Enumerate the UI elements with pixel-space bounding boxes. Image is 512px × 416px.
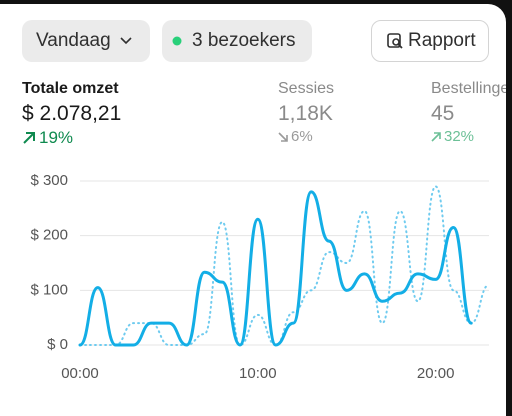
- analytics-card: Vandaag 3 bezoekers Rapport Totale omzet…: [0, 4, 506, 416]
- x-tick-label: 10:00: [239, 365, 277, 382]
- metric-value: $ 2.078,21: [22, 102, 122, 125]
- chart: $ 0 $ 100 $ 200 $ 300 00:00 10:00 20:00: [30, 172, 490, 382]
- x-tick-label: 00:00: [61, 365, 99, 382]
- metric-value: 1,18K: [278, 102, 333, 125]
- up-arrow-icon: [23, 132, 35, 144]
- visitors-label: 3 bezoekers: [192, 30, 296, 51]
- metric-revenue[interactable]: Totale omzet $ 2.078,21 19%: [22, 80, 121, 148]
- visitors-button[interactable]: 3 bezoekers: [162, 20, 312, 62]
- date-filter-button[interactable]: Vandaag: [22, 20, 150, 62]
- series-line: [78, 190, 473, 347]
- metric-change: 6%: [291, 128, 313, 145]
- y-tick-label: $ 0: [47, 336, 68, 353]
- up-arrow-icon: [431, 131, 441, 142]
- chevron-icon: [120, 37, 132, 45]
- metric-label: Totale omzet: [22, 80, 119, 97]
- metric-orders[interactable]: Bestellingen 45 32%: [431, 80, 506, 145]
- metric-value: 45: [431, 102, 455, 125]
- y-tick-label: $ 300: [30, 172, 68, 189]
- report-label: Rapport: [408, 30, 476, 51]
- report-button[interactable]: Rapport: [371, 20, 489, 62]
- down-arrow-icon: [278, 131, 288, 142]
- y-tick-label: $ 100: [30, 281, 68, 298]
- metric-label: Sessies: [278, 80, 335, 97]
- metric-change: 32%: [444, 128, 475, 145]
- report-icon: [387, 33, 403, 49]
- live-dot: [172, 36, 182, 46]
- metric-sessions[interactable]: Sessies 1,18K 6%: [278, 80, 334, 145]
- metric-change: 19%: [39, 128, 74, 147]
- x-tick-label: 20:00: [417, 365, 455, 382]
- date-filter-label: Vandaag: [36, 30, 111, 51]
- y-tick-label: $ 200: [30, 227, 68, 244]
- metric-label: Bestellingen: [431, 80, 506, 97]
- series-line: [79, 185, 490, 346]
